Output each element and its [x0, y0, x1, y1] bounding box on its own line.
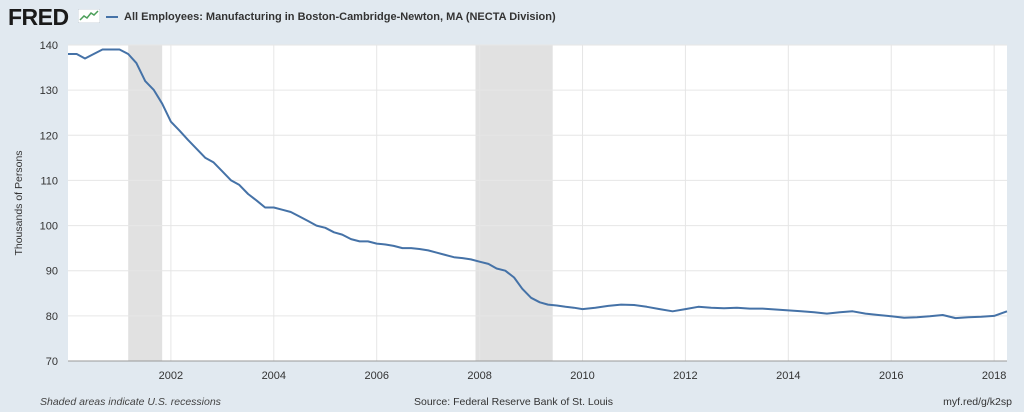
x-tick-label: 2012 — [673, 370, 697, 382]
legend-label: All Employees: Manufacturing in Boston-C… — [124, 11, 556, 23]
short-link[interactable]: myf.red/g/k2sp — [943, 396, 1012, 408]
legend-swatch — [106, 16, 118, 18]
y-tick-label: 140 — [40, 40, 58, 52]
x-tick-label: 2014 — [776, 370, 800, 382]
y-tick-label: 130 — [40, 85, 58, 97]
recession-note: Shaded areas indicate U.S. recessions — [40, 396, 221, 408]
fred-logo[interactable]: FRED — [8, 4, 69, 30]
y-tick-label: 80 — [46, 311, 58, 323]
y-tick-label: 100 — [40, 221, 58, 233]
x-tick-label: 2004 — [262, 370, 286, 382]
chart-header: FRED All Employees: Manufacturing in Bos… — [0, 0, 1024, 34]
source-note: Source: Federal Reserve Bank of St. Loui… — [414, 396, 614, 408]
x-tick-label: 2016 — [879, 370, 903, 382]
y-axis-label: Thousands of Persons — [13, 150, 25, 255]
y-tick-label: 120 — [40, 130, 58, 142]
x-tick-label: 2010 — [570, 370, 594, 382]
y-tick-label: 70 — [46, 356, 58, 368]
y-tick-label: 110 — [40, 175, 58, 187]
x-tick-label: 2008 — [467, 370, 491, 382]
x-tick-label: 2018 — [982, 370, 1006, 382]
chart-legend[interactable]: All Employees: Manufacturing in Boston-C… — [106, 11, 556, 23]
fred-logo-chart-icon — [78, 9, 100, 23]
recession-band — [475, 45, 553, 361]
x-tick-label: 2002 — [159, 370, 183, 382]
y-tick-label: 90 — [46, 266, 58, 278]
recession-band — [128, 45, 163, 361]
series-line — [68, 48, 1008, 320]
x-tick-label: 2006 — [364, 370, 388, 382]
